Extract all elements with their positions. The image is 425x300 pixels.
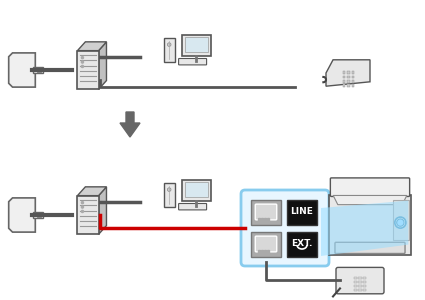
Bar	[267, 250, 269, 253]
Bar	[363, 285, 366, 287]
Bar	[354, 289, 357, 291]
Text: LINE: LINE	[291, 208, 313, 217]
Bar	[354, 280, 357, 283]
Bar	[354, 277, 357, 279]
Polygon shape	[8, 198, 35, 232]
Polygon shape	[321, 201, 408, 256]
Bar	[182, 35, 211, 56]
Circle shape	[167, 43, 171, 46]
Bar	[351, 76, 354, 78]
Bar	[264, 250, 266, 253]
Bar	[261, 250, 263, 253]
Bar	[347, 76, 350, 78]
Polygon shape	[99, 42, 107, 89]
Bar	[164, 183, 175, 207]
Polygon shape	[8, 53, 35, 87]
Bar	[351, 84, 354, 87]
Bar	[363, 289, 366, 291]
Bar	[33, 212, 43, 218]
Bar	[358, 277, 362, 279]
Bar	[251, 200, 281, 224]
Circle shape	[395, 217, 406, 228]
FancyBboxPatch shape	[178, 203, 207, 210]
Text: EXT.: EXT.	[291, 239, 313, 248]
Bar	[37, 213, 41, 217]
Bar	[258, 218, 260, 221]
Polygon shape	[77, 187, 107, 196]
Bar	[264, 218, 266, 221]
Bar	[351, 80, 354, 83]
Bar	[185, 37, 207, 52]
Polygon shape	[77, 42, 107, 51]
Polygon shape	[333, 196, 407, 205]
Bar	[363, 280, 366, 283]
Bar	[351, 71, 354, 74]
Circle shape	[81, 61, 83, 63]
Circle shape	[397, 219, 404, 226]
Bar	[343, 71, 346, 74]
Bar	[261, 218, 263, 221]
Polygon shape	[326, 60, 370, 86]
Bar	[182, 180, 211, 201]
Circle shape	[81, 65, 83, 68]
Bar	[347, 71, 350, 74]
Bar	[343, 80, 346, 83]
FancyBboxPatch shape	[335, 242, 405, 253]
Bar	[258, 250, 260, 253]
FancyBboxPatch shape	[255, 236, 277, 252]
FancyArrow shape	[120, 112, 140, 137]
Bar	[185, 182, 207, 197]
FancyBboxPatch shape	[241, 190, 329, 266]
Bar	[354, 285, 357, 287]
Circle shape	[81, 206, 83, 208]
Circle shape	[81, 202, 83, 204]
Bar	[164, 38, 175, 62]
Circle shape	[81, 210, 83, 212]
Bar	[33, 67, 43, 73]
Bar	[343, 76, 346, 78]
Bar	[358, 289, 362, 291]
Bar	[358, 285, 362, 287]
Bar	[287, 232, 317, 256]
Bar	[267, 218, 269, 221]
Bar	[37, 68, 41, 72]
Bar	[343, 84, 346, 87]
FancyBboxPatch shape	[255, 204, 277, 220]
Circle shape	[81, 57, 83, 59]
Bar	[393, 200, 409, 240]
FancyBboxPatch shape	[336, 267, 384, 294]
Bar	[77, 51, 99, 89]
Bar	[347, 80, 350, 83]
Bar	[358, 280, 362, 283]
Bar	[251, 232, 281, 256]
FancyBboxPatch shape	[178, 58, 207, 65]
Polygon shape	[99, 187, 107, 234]
Bar	[363, 277, 366, 279]
Bar	[77, 196, 99, 234]
Bar	[329, 196, 411, 255]
Bar	[347, 84, 350, 87]
Circle shape	[167, 188, 171, 191]
FancyBboxPatch shape	[330, 178, 410, 196]
Bar	[287, 200, 317, 224]
